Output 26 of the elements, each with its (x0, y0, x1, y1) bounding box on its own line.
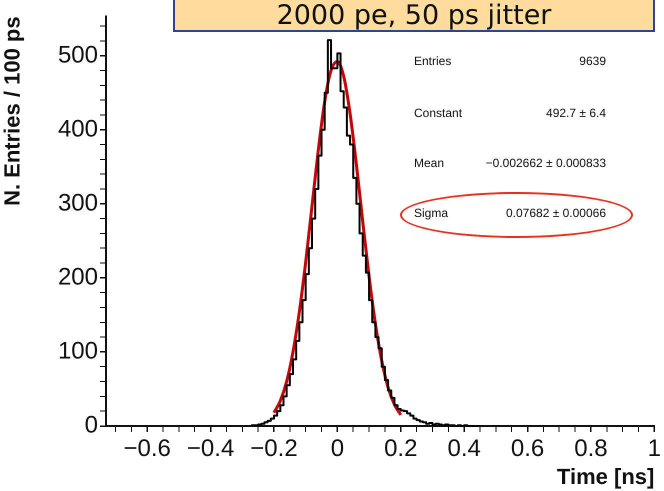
x-tick-label: −0.2 (250, 435, 298, 462)
annotation: 0.07682 ± 0.00066 (506, 206, 606, 220)
y-tick-label: 300 (58, 189, 98, 216)
y-tick-label: 200 (58, 263, 98, 290)
y-tick-label: 0 (84, 412, 98, 439)
annotation: 492.7 ± 6.4 (546, 106, 606, 120)
annotation: Constant (414, 106, 462, 120)
y-tick-label: 100 (58, 338, 98, 365)
y-tick-label: 400 (58, 115, 98, 142)
x-tick-label: 0.4 (447, 435, 481, 462)
x-tick-label: 0 (330, 435, 344, 462)
annotation: 9639 (579, 54, 606, 68)
annotation: Sigma (414, 206, 448, 220)
x-tick-label: 1 (648, 435, 662, 462)
x-tick-label: 0.2 (384, 435, 418, 462)
annotation: −0.002662 ± 0.000833 (486, 156, 606, 170)
x-tick-label: −0.6 (124, 435, 171, 462)
y-axis-title: N. Entries / 100 ps (0, 16, 24, 206)
x-axis-title: Time [ns] (556, 464, 654, 489)
x-tick-label: 0.8 (574, 435, 608, 462)
x-tick-label: −0.4 (186, 435, 234, 462)
annotation: Entries (414, 54, 452, 68)
annotation: Mean (414, 156, 444, 170)
title-box: 2000 pe, 50 ps jitter (173, 0, 655, 32)
x-tick-label: 0.6 (510, 435, 544, 462)
y-tick-label: 500 (58, 41, 98, 68)
